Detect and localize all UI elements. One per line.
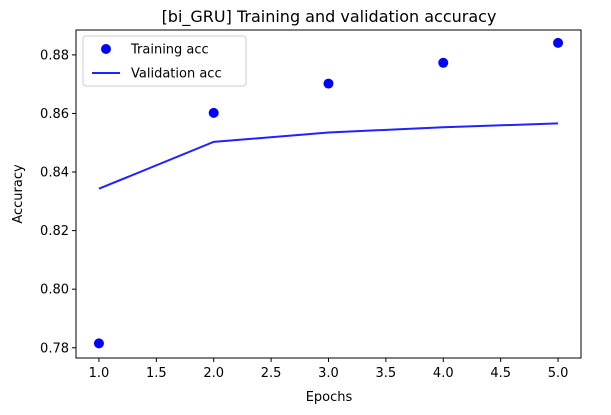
validation-acc-line	[98, 122, 559, 190]
y-tick-label: 0.84	[40, 166, 69, 181]
x-tick-label: 1.5	[146, 366, 167, 381]
training-acc-point-4	[438, 57, 449, 68]
plot-area	[93, 37, 564, 349]
training-acc-point-2	[208, 107, 219, 118]
x-tick-label: 3.5	[376, 366, 397, 381]
x-tick-label: 4.0	[433, 366, 454, 381]
x-tick-label: 3.0	[318, 366, 339, 381]
x-axis-label: Epochs	[306, 390, 353, 405]
legend-box	[82, 35, 247, 87]
x-tick-label: 2.5	[261, 366, 282, 381]
x-tick-label: 4.5	[490, 366, 511, 381]
y-tick-label: 0.80	[40, 283, 69, 298]
legend-label-training: Training acc	[130, 43, 209, 58]
legend: Training acc Validation acc	[82, 35, 247, 87]
y-tick-label: 0.78	[40, 341, 69, 356]
x-axis: 1.0 1.5 2.0 2.5 3.0 3.5 4.0 4.5 5.0	[89, 358, 569, 381]
training-acc-point-1	[93, 338, 104, 349]
training-acc-point-5	[553, 37, 564, 48]
y-axis-label: Accuracy	[11, 164, 26, 224]
legend-label-validation: Validation acc	[131, 67, 222, 82]
legend-marker-training	[101, 44, 111, 54]
chart-title: [bi_GRU] Training and validation accurac…	[162, 7, 497, 27]
x-tick-label: 5.0	[548, 366, 569, 381]
y-tick-label: 0.82	[40, 224, 69, 239]
x-tick-label: 1.0	[89, 366, 110, 381]
y-tick-label: 0.88	[40, 48, 69, 63]
x-tick-label: 2.0	[203, 366, 224, 381]
training-acc-point-3	[323, 78, 334, 89]
y-tick-label: 0.86	[40, 107, 69, 122]
y-axis: 0.78 0.80 0.82 0.84 0.86 0.88	[40, 48, 76, 356]
